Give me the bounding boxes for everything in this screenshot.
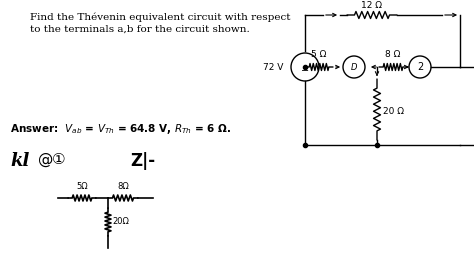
Text: kl: kl <box>10 152 29 170</box>
Text: 12 Ω: 12 Ω <box>362 1 383 10</box>
Text: Z|-: Z|- <box>130 152 155 170</box>
Text: 2: 2 <box>417 62 423 72</box>
Text: Find the Thévenin equivalent circuit with respect
to the terminals a,b for the c: Find the Thévenin equivalent circuit wit… <box>30 12 291 33</box>
Text: @: @ <box>38 152 54 167</box>
Text: 5Ω: 5Ω <box>76 182 88 191</box>
Text: ①: ① <box>52 152 65 167</box>
Text: 72 V: 72 V <box>263 63 283 72</box>
Text: 20 Ω: 20 Ω <box>383 106 404 115</box>
Text: 8 Ω: 8 Ω <box>385 50 401 59</box>
Text: 8Ω: 8Ω <box>117 182 129 191</box>
Text: 20Ω: 20Ω <box>112 218 129 227</box>
Text: 5 Ω: 5 Ω <box>311 50 327 59</box>
Text: −: − <box>301 66 309 76</box>
Text: D: D <box>351 63 357 72</box>
Text: Answer:  $V_{ab}$ = $V_{Th}$ = 64.8 V, $R_{Th}$ = 6 Ω.: Answer: $V_{ab}$ = $V_{Th}$ = 64.8 V, $R… <box>10 122 231 136</box>
